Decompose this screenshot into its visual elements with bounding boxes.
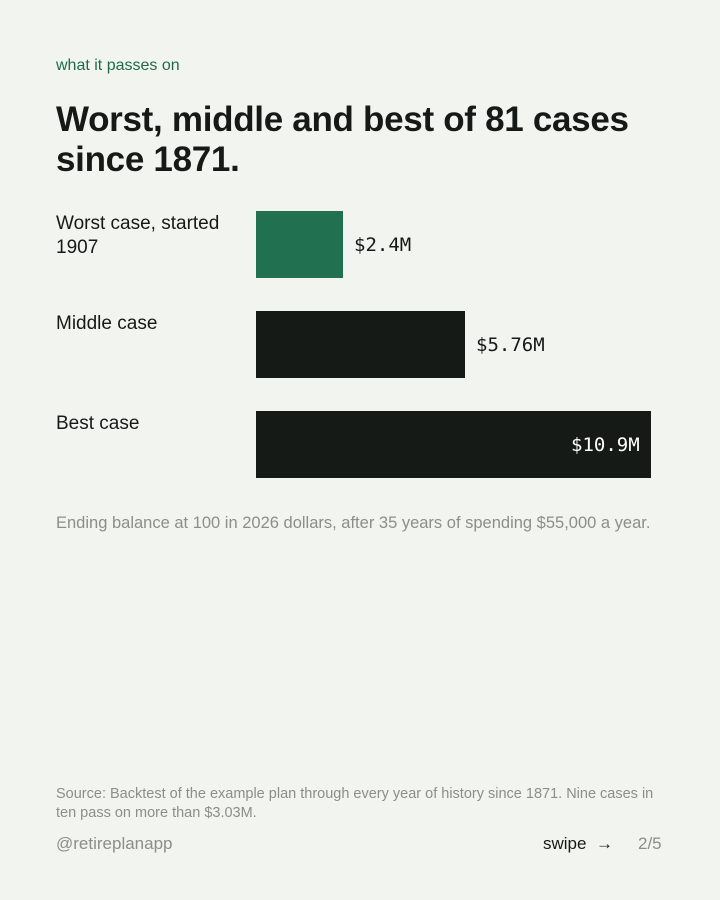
- page-indicator: 2/5: [638, 834, 662, 853]
- bar-value-label: $2.4M: [354, 234, 412, 256]
- bar-label: Middle case: [56, 313, 158, 334]
- swipe-label[interactable]: swipe: [543, 834, 587, 853]
- arrow-right-icon[interactable]: →: [596, 834, 613, 853]
- bar: [256, 411, 651, 478]
- chart-caption: Ending balance at 100 in 2026 dollars, a…: [56, 514, 651, 532]
- eyebrow: what it passes on: [56, 57, 180, 74]
- bar: [256, 311, 465, 378]
- bar-value-label: $10.9M: [571, 434, 640, 456]
- bar-value-label: $5.76M: [476, 334, 545, 356]
- account-handle[interactable]: @retireplanapp: [56, 834, 173, 853]
- chart-title: Worst, middle and best of 81 cases since…: [56, 100, 629, 179]
- bar-label: Worst case, started 1907: [56, 213, 220, 258]
- bar: [256, 211, 343, 278]
- bar-label: Best case: [56, 413, 140, 434]
- source-note: Source: Backtest of the example plan thr…: [56, 786, 654, 821]
